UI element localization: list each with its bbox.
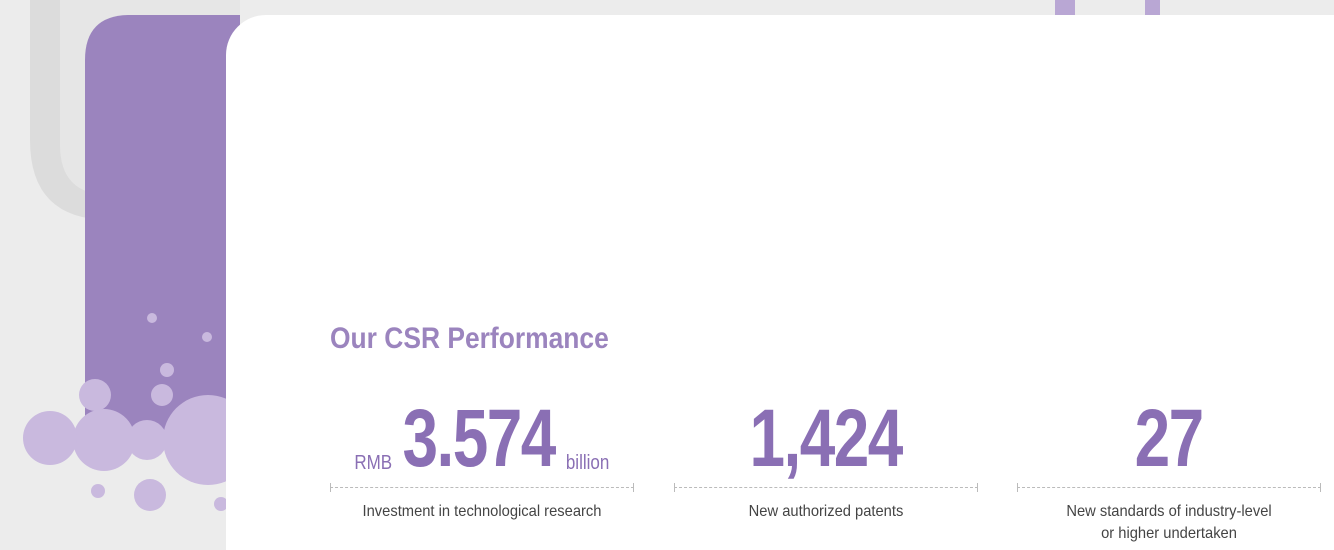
page: {"heading": "Our CSR Performance", "stat… — [0, 0, 1334, 550]
stat-value: 3.574 — [403, 398, 555, 480]
caption-line: or higher undertaken — [1029, 523, 1309, 545]
divider — [1017, 487, 1321, 498]
stat: RMB 3.574 billion Investment in technologic… — [330, 395, 634, 523]
stat: 1,424 New authorized patents — [674, 395, 978, 523]
caption-line: Investment in technological research — [342, 501, 622, 523]
stat-figure: 27 — [1017, 395, 1321, 480]
section-heading: Our CSR Performance — [330, 322, 609, 356]
stat-prefix: RMB — [354, 450, 392, 476]
caption-line: New standards of industry-level — [1029, 501, 1309, 523]
stat-suffix: billion — [566, 450, 609, 476]
stat-figure: RMB 3.574 billion — [330, 395, 634, 480]
stat-figure: 1,424 — [674, 395, 978, 480]
stat-value: 1,424 — [750, 398, 902, 480]
caption-line: New authorized patents — [686, 501, 966, 523]
stat-caption: New authorized patents — [686, 501, 966, 523]
purple-tab — [1055, 0, 1160, 15]
divider — [674, 487, 978, 498]
divider — [330, 487, 634, 498]
stat-caption: Investment in technological research — [342, 501, 622, 523]
stat-value: 27 — [1135, 398, 1203, 480]
